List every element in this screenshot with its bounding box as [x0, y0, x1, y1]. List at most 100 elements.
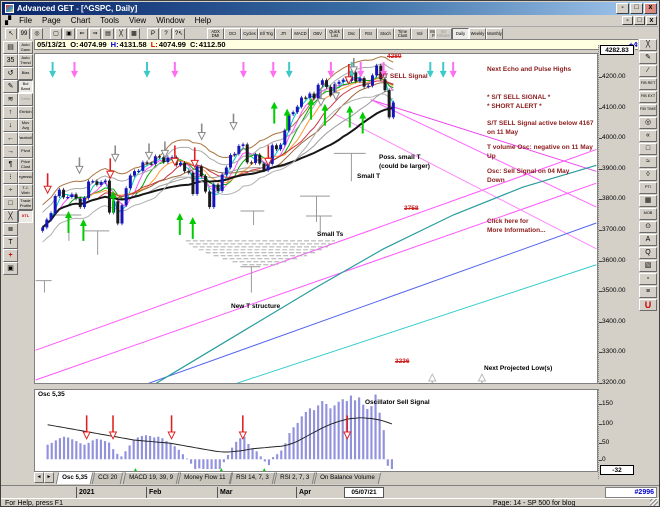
- tool-bias[interactable]: Bias: [18, 67, 33, 80]
- tool-delta[interactable]: Delta: [18, 93, 33, 106]
- select-region-icon[interactable]: ▫: [639, 273, 657, 285]
- eraser-icon[interactable]: ◊: [639, 169, 657, 181]
- scroll-right-icon[interactable]: →: [3, 145, 18, 158]
- click-more-info-2[interactable]: More Information...: [487, 227, 546, 234]
- tab-scroll-left[interactable]: ◄: [34, 472, 44, 483]
- back-icon[interactable]: ⇐: [76, 28, 88, 40]
- tool-bol-band[interactable]: Bol Band: [18, 80, 33, 93]
- price-chart[interactable]: 4280 S/T SELL Signal Next Echo and Pulse H…: [34, 53, 598, 384]
- date-tick-2021: 2021: [76, 487, 95, 498]
- mdi-minimize-button[interactable]: -: [622, 16, 633, 25]
- box-zoom-icon[interactable]: □: [3, 197, 18, 210]
- copy-page-icon[interactable]: ≡: [639, 286, 657, 298]
- refresh-chart-icon[interactable]: ▩: [128, 28, 140, 40]
- fib-time-icon[interactable]: FIB TIME: [639, 104, 657, 116]
- study-vol[interactable]: Vol: [411, 28, 428, 40]
- color-palette-icon[interactable]: ▧: [639, 260, 657, 272]
- close-button[interactable]: x: [644, 3, 657, 14]
- tool-mov-avg[interactable]: Mov Avg: [18, 119, 33, 132]
- text-tool-icon[interactable]: A: [639, 234, 657, 246]
- tab-on-balance-volume[interactable]: On Balance Volume: [313, 472, 382, 484]
- snapshot-icon[interactable]: ▣: [3, 262, 18, 275]
- menu-page[interactable]: Page: [42, 16, 61, 25]
- price-tick: [599, 261, 602, 262]
- expert-wave-icon[interactable]: ≈: [639, 156, 657, 168]
- elliott-waves-icon[interactable]: «: [639, 130, 657, 142]
- price-chart-canvas[interactable]: [35, 54, 597, 383]
- mdi-close-button[interactable]: x: [646, 16, 657, 25]
- chart-page-icon[interactable]: ▤: [3, 41, 18, 54]
- tab-scroll-right[interactable]: ►: [44, 472, 54, 483]
- divide-icon[interactable]: ÷: [3, 184, 18, 197]
- tab-money-flow-11[interactable]: Money Flow 11: [177, 472, 232, 484]
- compress-icon[interactable]: ⁝: [3, 171, 18, 184]
- context-help-icon[interactable]: ?↖: [173, 28, 185, 40]
- menu-chart[interactable]: Chart: [70, 16, 91, 25]
- price-tick: [599, 230, 602, 231]
- elliott-toggle-icon[interactable]: ≋: [3, 93, 18, 106]
- tool-pivot[interactable]: Pivot: [18, 145, 33, 158]
- tool-ehrlich[interactable]: Ehrlich: [18, 106, 33, 119]
- menu-tools[interactable]: Tools: [100, 16, 119, 25]
- study-ell-trig[interactable]: Ell Trig: [258, 28, 275, 40]
- tab-cci-20[interactable]: CCI 20: [92, 472, 125, 484]
- track-reset-icon[interactable]: ↺: [3, 67, 18, 80]
- price-label: 3800.00: [602, 195, 626, 202]
- osc-label: 100: [602, 420, 613, 427]
- zoom-tool-icon[interactable]: Q: [639, 247, 657, 259]
- menu-view[interactable]: View: [128, 16, 147, 25]
- scroll-left-icon[interactable]: ←: [3, 132, 18, 145]
- tj-web-grid-icon[interactable]: ▦: [639, 195, 657, 207]
- quotes-icon[interactable]: 99: [18, 28, 30, 40]
- tool-t-j-web[interactable]: T.J. Web: [18, 184, 33, 197]
- rectangle-icon[interactable]: □: [639, 143, 657, 155]
- close-label: C:: [189, 40, 198, 49]
- menu-file[interactable]: File: [19, 16, 33, 25]
- tw-tool-icon[interactable]: T: [3, 236, 18, 249]
- quote-35-icon[interactable]: 35: [3, 54, 18, 67]
- trendline-icon[interactable]: ∕: [639, 65, 657, 77]
- undo-icon[interactable]: U: [639, 299, 657, 311]
- add-symbol-icon[interactable]: +: [3, 249, 18, 262]
- gann-tool-icon[interactable]: ◎: [639, 117, 657, 129]
- oscillator-canvas[interactable]: [35, 390, 597, 471]
- cycle-tool-icon[interactable]: ⊙: [639, 221, 657, 233]
- fib-retracement-icon[interactable]: FIB RET: [639, 78, 657, 90]
- pencil-icon[interactable]: ✎: [639, 52, 657, 64]
- study-edit-icon[interactable]: ✎: [3, 80, 18, 93]
- mdi-restore-button[interactable]: □: [634, 16, 645, 25]
- new-page-icon[interactable]: ▢: [50, 28, 62, 40]
- st-sell-signal-label: S/T SELL Signal: [378, 73, 428, 80]
- scroll-up-icon[interactable]: ↑: [3, 106, 18, 119]
- tab-macd-19-39-9[interactable]: MACD 19, 39, 9: [122, 472, 180, 484]
- gann-lines-icon[interactable]: ≣: [3, 223, 18, 236]
- scroll-down-icon[interactable]: ↓: [3, 119, 18, 132]
- minimize-button[interactable]: -: [616, 3, 629, 14]
- tool-auto-gann[interactable]: Auto Gann: [18, 41, 33, 54]
- study-stoch[interactable]: Stoch: [377, 28, 394, 40]
- bar-spacing-icon[interactable]: ¶: [3, 158, 18, 171]
- click-more-info-1[interactable]: Click here for: [487, 218, 529, 225]
- note-oscillator-sell-signal: Oscillator Sell Signal: [365, 399, 430, 406]
- tab-rsi-14-7-3[interactable]: RSI 14, 7, 3: [229, 472, 276, 484]
- mob-icon[interactable]: MOB: [639, 208, 657, 220]
- tool-price-clust[interactable]: Price Clust: [18, 158, 33, 171]
- oscillator-panel[interactable]: Osc 5,35 Oscillator Sell Signal: [34, 389, 598, 472]
- title-bar[interactable]: Advanced GET - [^GSPC, Daily] - □ x: [2, 2, 658, 15]
- resize-grip[interactable]: [650, 499, 658, 506]
- fib-extension-icon[interactable]: FIB EXT: [639, 91, 657, 103]
- crosshair-icon[interactable]: ╳: [639, 39, 657, 51]
- tool-xtl[interactable]: XTL: [18, 210, 33, 223]
- menu-help[interactable]: Help: [194, 16, 212, 25]
- tab-osc-5-35[interactable]: Osc 5,35: [55, 472, 94, 484]
- maximize-button[interactable]: □: [630, 3, 643, 14]
- pti-icon[interactable]: PTI: [639, 182, 657, 194]
- lines-icon[interactable]: ╳: [3, 210, 18, 223]
- tool-parabolic[interactable]: Parabolic: [18, 132, 33, 145]
- tool-trade-profile[interactable]: Trade Profile: [18, 197, 33, 210]
- menu-window[interactable]: Window: [156, 16, 185, 25]
- tab-rsi-2-7-3[interactable]: RSI 2, 7, 3: [273, 472, 316, 484]
- tool-regression[interactable]: Regression: [18, 171, 33, 184]
- open-value: 4074.99: [79, 40, 107, 49]
- tool-auto-trend[interactable]: Auto Trend: [18, 54, 33, 67]
